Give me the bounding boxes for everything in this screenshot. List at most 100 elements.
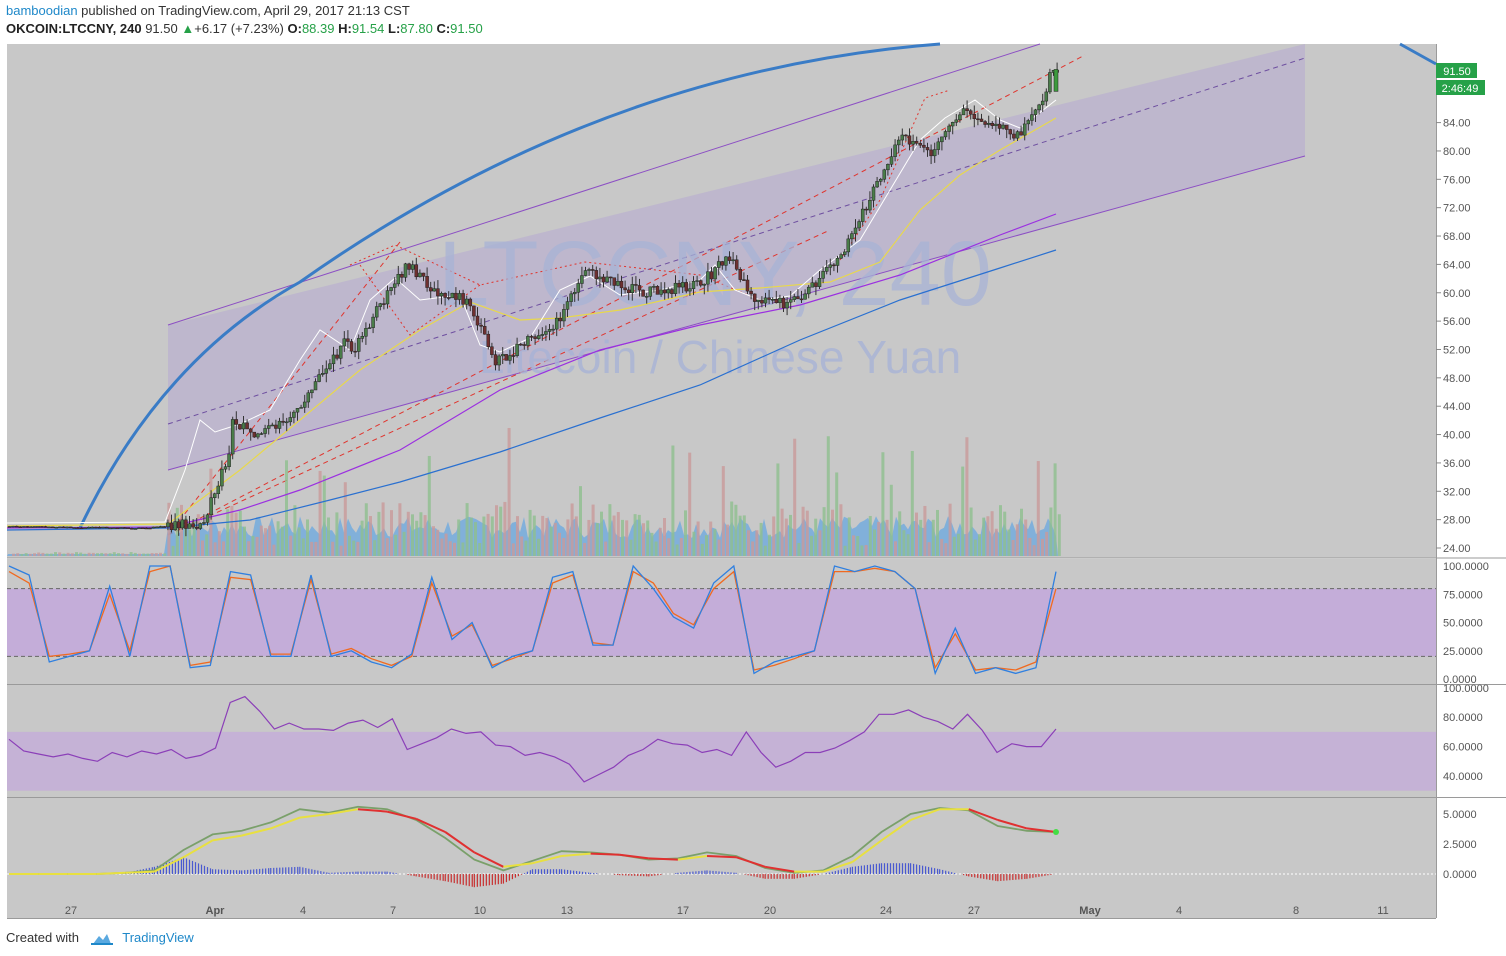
volume-bar	[738, 515, 742, 556]
candle-body	[716, 261, 721, 268]
volume-bar	[243, 526, 246, 556]
volume-bar	[264, 528, 267, 556]
volume-bar	[864, 545, 868, 556]
rsi-tick-label: 80.0000	[1443, 712, 1483, 724]
candle-body	[943, 131, 948, 138]
candle-body	[778, 297, 782, 304]
volume-bar	[453, 542, 456, 556]
candle-body	[497, 355, 501, 366]
candle-body	[259, 433, 264, 435]
volume-bar	[70, 553, 74, 556]
oscillator-pane[interactable]	[7, 798, 1436, 918]
candle-body	[270, 424, 275, 427]
osc-slow-segment	[153, 856, 184, 873]
candle-body	[364, 328, 368, 337]
osc-slow-segment	[706, 855, 737, 859]
tradingview-link[interactable]: TradingView	[122, 930, 194, 945]
price-badge-value: 91.50	[1443, 66, 1471, 78]
volume-bar	[684, 510, 687, 556]
volume-bar	[1036, 461, 1040, 556]
volume-bar	[679, 538, 683, 556]
candle-body	[662, 289, 667, 294]
volume-bar	[919, 519, 923, 556]
candle-body	[227, 453, 231, 467]
volume-bar	[238, 510, 242, 556]
volume-bar	[709, 521, 713, 556]
author-link[interactable]: bamboodian	[6, 3, 78, 18]
volume-bar	[289, 535, 293, 556]
osc-fast-line	[9, 805, 1057, 875]
candle-body	[799, 298, 804, 301]
candle-body	[810, 282, 815, 288]
candle-body	[994, 123, 998, 126]
candle-body	[842, 251, 847, 255]
candle-body	[767, 297, 771, 300]
price-candles[interactable]	[7, 62, 1059, 537]
price-tick-label: 64.00	[1443, 259, 1471, 271]
volume-bars	[7, 427, 1061, 556]
candle-body	[382, 303, 386, 305]
volume-bar	[373, 540, 377, 556]
candle-body	[677, 282, 681, 288]
candle-body	[828, 264, 833, 268]
volume-bar	[612, 515, 616, 556]
volume-bar	[646, 520, 650, 556]
osc-slow-segment	[182, 839, 214, 859]
volume-bar	[910, 450, 914, 556]
bar-countdown: 2:46:49	[1442, 83, 1479, 95]
volume-bar	[600, 511, 603, 556]
osc-slow-segment	[735, 856, 766, 868]
price-overlays[interactable]	[6, 99, 1057, 531]
volume-bar	[503, 501, 507, 556]
candle-body	[508, 355, 512, 361]
volume-bar	[96, 553, 99, 556]
candle-body	[695, 280, 699, 282]
volume-bar	[999, 505, 1002, 556]
volume-bar	[860, 545, 864, 556]
candle-body	[738, 269, 743, 280]
countdown-badge-bg	[1436, 80, 1485, 95]
volume-bar	[818, 530, 822, 556]
candle-body	[731, 259, 735, 262]
candle-body	[446, 297, 451, 299]
time-tick-label: Apr	[206, 905, 226, 917]
low-value: 87.80	[400, 21, 433, 36]
osc-slow-segment	[212, 834, 242, 842]
volume-bar	[558, 532, 561, 556]
ma-white-line	[6, 99, 1057, 524]
candle-body	[763, 297, 768, 304]
candle-body	[1037, 104, 1041, 111]
candle-body	[882, 169, 887, 180]
candle-body	[526, 336, 530, 346]
volume-bar	[1032, 545, 1036, 556]
volume-bar	[776, 463, 780, 556]
time-tick-label: 8	[1293, 905, 1299, 917]
candle-body	[868, 200, 872, 211]
volume-bar	[276, 521, 280, 556]
candle-body	[770, 299, 775, 301]
candle-body	[907, 135, 912, 145]
volume-bar	[608, 504, 612, 556]
stoch-tick-label: 100.0000	[1443, 561, 1489, 573]
volume-bar	[192, 519, 196, 556]
candle-body	[821, 271, 825, 279]
candle-body	[587, 269, 591, 271]
candle-body	[11, 525, 15, 528]
candle-body	[850, 233, 854, 240]
candle-body	[36, 526, 41, 528]
candle-body	[1004, 124, 1009, 130]
volume-bar	[780, 508, 784, 556]
osc-slow-segment	[880, 819, 912, 842]
candle-body	[774, 299, 779, 304]
volume-bar	[1053, 463, 1057, 556]
price-tick-label: 24.00	[1443, 543, 1471, 555]
volume-bar	[75, 552, 78, 556]
candle-body	[119, 527, 123, 529]
candle-body	[176, 521, 181, 529]
candle-body	[659, 289, 663, 295]
volume-bar	[49, 553, 53, 556]
volume-bar	[965, 437, 969, 556]
volume-bar	[310, 541, 314, 556]
candle-body	[248, 428, 253, 433]
